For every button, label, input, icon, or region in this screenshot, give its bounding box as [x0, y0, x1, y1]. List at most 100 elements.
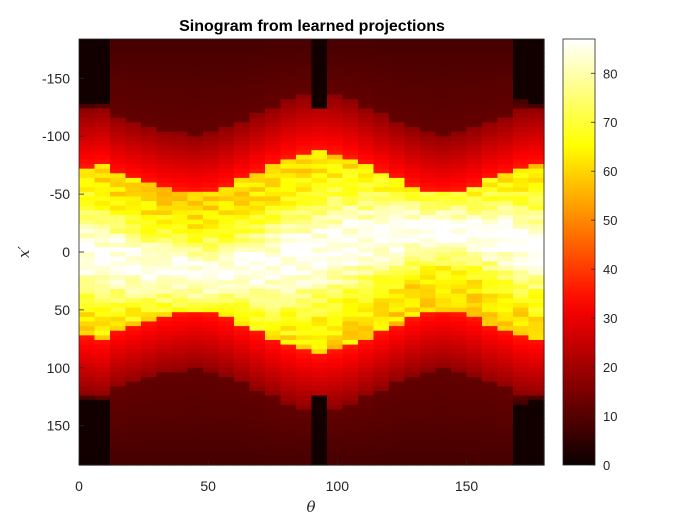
heatmap-cell — [373, 423, 390, 429]
heatmap-cell — [420, 265, 437, 272]
heatmap-cell — [110, 191, 127, 198]
heatmap-cell — [513, 66, 530, 73]
heatmap-cell — [358, 187, 375, 193]
heatmap-cell — [203, 358, 220, 364]
heatmap-cell — [79, 446, 96, 452]
heatmap-cell — [218, 214, 235, 221]
heatmap-cell — [141, 201, 158, 207]
heatmap-cell — [249, 344, 266, 350]
heatmap-cell — [482, 358, 499, 364]
heatmap-cell — [482, 400, 499, 406]
heatmap-cell — [311, 418, 328, 424]
heatmap-cell — [296, 423, 313, 429]
heatmap-cell — [280, 48, 297, 54]
heatmap-cell — [156, 238, 173, 244]
heatmap-cell — [435, 201, 452, 207]
heatmap-cell — [435, 52, 452, 59]
heatmap-cell — [497, 48, 514, 54]
heatmap-cell — [404, 177, 421, 184]
heatmap-cell — [497, 432, 514, 438]
heatmap-cell — [404, 441, 421, 448]
heatmap-cell — [296, 256, 313, 262]
heatmap-cell — [94, 94, 111, 100]
heatmap-cell — [497, 247, 514, 253]
heatmap-cell — [528, 238, 545, 244]
heatmap-cell — [203, 159, 220, 165]
heatmap-cell — [358, 298, 375, 304]
heatmap-cell — [203, 182, 220, 188]
heatmap-cell — [327, 113, 344, 119]
heatmap-cell — [389, 307, 406, 313]
heatmap-cell — [110, 52, 127, 59]
heatmap-cell — [79, 136, 96, 142]
heatmap-cell — [110, 409, 127, 415]
heatmap-cell — [218, 57, 235, 63]
heatmap-cell — [141, 205, 158, 211]
heatmap-cell — [265, 307, 282, 313]
heatmap-cell — [404, 233, 421, 239]
heatmap-cell — [265, 293, 282, 299]
heatmap-cell — [466, 395, 483, 401]
heatmap-cell — [311, 242, 328, 248]
heatmap-cell — [513, 210, 530, 216]
heatmap-cell — [513, 330, 530, 336]
heatmap-cell — [311, 85, 328, 91]
heatmap-cell — [327, 103, 344, 110]
heatmap-cell — [234, 307, 251, 313]
heatmap-cell — [265, 446, 282, 452]
heatmap-cell — [172, 214, 189, 221]
heatmap-cell — [451, 270, 468, 276]
heatmap-cell — [497, 57, 514, 63]
heatmap-cell — [482, 145, 499, 151]
heatmap-cell — [296, 103, 313, 110]
heatmap-cell — [389, 247, 406, 253]
heatmap-cell — [249, 279, 266, 286]
heatmap-cell — [280, 177, 297, 184]
heatmap-cell — [358, 460, 375, 466]
heatmap-cell — [482, 99, 499, 105]
heatmap-cell — [358, 131, 375, 137]
heatmap-cell — [420, 48, 437, 54]
heatmap-cell — [296, 270, 313, 276]
heatmap-cell — [280, 131, 297, 137]
heatmap-cell — [373, 441, 390, 448]
heatmap-cell — [327, 131, 344, 137]
heatmap-cell — [404, 66, 421, 73]
heatmap-cell — [528, 339, 545, 346]
heatmap-cell — [156, 43, 173, 49]
heatmap-cell — [404, 367, 421, 373]
heatmap-cell — [110, 316, 127, 323]
heatmap-cell — [203, 437, 220, 443]
heatmap-cell — [342, 302, 359, 309]
heatmap-cell — [296, 159, 313, 165]
heatmap-cell — [296, 39, 313, 45]
y-tick-label: -50 — [50, 186, 70, 202]
heatmap-cell — [94, 131, 111, 137]
heatmap-cell — [79, 39, 96, 45]
heatmap-cell — [389, 173, 406, 179]
heatmap-cell — [296, 418, 313, 424]
heatmap-cell — [280, 122, 297, 128]
heatmap-cell — [420, 312, 437, 318]
heatmap-cell — [327, 187, 344, 193]
heatmap-cell — [389, 418, 406, 424]
heatmap-cell — [79, 252, 96, 258]
heatmap-cell — [172, 372, 189, 378]
heatmap-cell — [125, 145, 142, 151]
heatmap-cell — [234, 353, 251, 360]
heatmap-cell — [435, 377, 452, 383]
heatmap-cell — [466, 307, 483, 313]
heatmap-cell — [451, 344, 468, 350]
heatmap-cell — [497, 363, 514, 369]
heatmap-cell — [249, 363, 266, 369]
heatmap-cell — [249, 302, 266, 309]
heatmap-cell — [513, 312, 530, 318]
heatmap-cell — [203, 205, 220, 211]
heatmap-cell — [420, 326, 437, 332]
heatmap-cell — [466, 381, 483, 387]
heatmap-cell — [358, 353, 375, 360]
heatmap-cell — [358, 377, 375, 383]
heatmap-cell — [528, 210, 545, 216]
heatmap-cell — [172, 293, 189, 299]
heatmap-cell — [249, 43, 266, 49]
